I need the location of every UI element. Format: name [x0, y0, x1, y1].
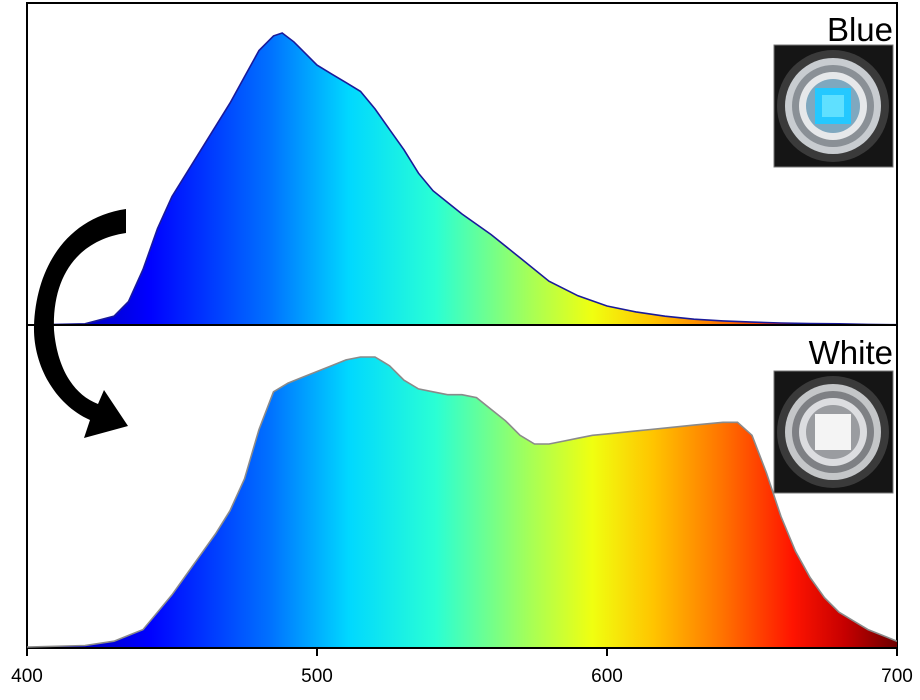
- spectrum-line-white: [27, 356, 897, 648]
- panel-label-white: White: [809, 334, 893, 371]
- curved-arrow-icon: [33, 209, 129, 438]
- spectrum-line-blue: [27, 32, 897, 326]
- inset-photo-white: [773, 370, 894, 494]
- x-tick-label: 700: [881, 666, 913, 687]
- panel-label-blue: Blue: [827, 11, 893, 48]
- inset-photo-blue: [773, 44, 894, 168]
- x-tick-label: 400: [11, 666, 43, 687]
- x-tick-label: 600: [591, 666, 623, 687]
- spectrum-area-blue: [27, 33, 897, 325]
- x-tick-label: 500: [301, 666, 333, 687]
- spectrum-area-white: [27, 357, 897, 647]
